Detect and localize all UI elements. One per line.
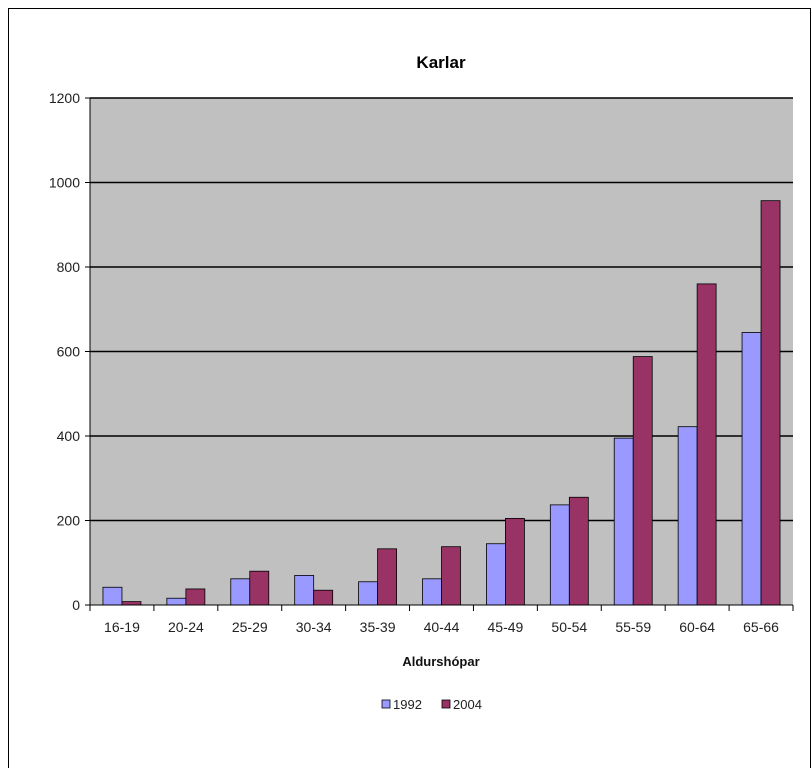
x-tick-label: 25-29	[232, 619, 268, 635]
bar-2004-65-66	[760, 200, 781, 606]
bar-1992-20-24	[166, 597, 187, 606]
legend-swatch-2004	[441, 699, 451, 709]
x-tick-label: 60-64	[679, 619, 715, 635]
x-tick-label: 30-34	[296, 619, 332, 635]
x-axis-label: Aldurshópar	[402, 654, 479, 669]
x-tick-label: 45-49	[488, 619, 524, 635]
bar-2004-60-64	[696, 283, 717, 606]
axes	[85, 97, 794, 611]
x-tick-label: 20-24	[168, 619, 204, 635]
y-tick-label: 0	[72, 597, 80, 613]
bar-2004-25-29	[249, 570, 270, 606]
x-tick-label: 55-59	[615, 619, 651, 635]
chart-title: Karlar	[416, 53, 466, 72]
bar-1992-65-66	[741, 332, 762, 606]
legend-swatch-1992	[381, 699, 391, 709]
x-tick-label: 40-44	[424, 619, 460, 635]
y-tick-label: 600	[57, 344, 81, 360]
bar-1992-40-44	[422, 578, 442, 606]
bar-2004-40-44	[441, 546, 461, 606]
legend-label-2004: 2004	[453, 697, 482, 712]
bar-2004-35-39	[377, 548, 397, 606]
bar-1992-55-59	[613, 437, 634, 606]
y-tick-labels: 0 200 400 600 800 1000 1200	[49, 90, 80, 613]
legend: 1992 2004	[381, 697, 482, 712]
x-tick-label: 35-39	[360, 619, 396, 635]
bar-2004-30-34	[313, 589, 334, 606]
x-tick-label: 16-19	[104, 619, 140, 635]
legend-label-1992: 1992	[393, 697, 422, 712]
bars	[102, 200, 781, 606]
y-tick-label: 200	[57, 513, 81, 529]
bar-1992-60-64	[677, 426, 698, 606]
chart-frame	[8, 8, 811, 768]
y-tick-label: 400	[57, 428, 81, 444]
bar-2004-50-54	[568, 496, 589, 606]
x-tick-label: 50-54	[551, 619, 587, 635]
y-tick-label: 1000	[49, 175, 80, 191]
bar-1992-50-54	[549, 504, 570, 606]
x-tick-labels: 16-19 20-24 25-29 30-34 35-39 40-44 45-49 50-54…	[104, 619, 779, 635]
bar-1992-30-34	[294, 575, 315, 606]
gridlines	[90, 97, 793, 522]
bar-2004-16-19	[121, 601, 142, 606]
bar-2004-20-24	[185, 588, 206, 606]
bar-1992-16-19	[102, 586, 123, 606]
bar-1992-35-39	[358, 581, 378, 606]
bar-2004-45-49	[505, 517, 525, 606]
bar-1992-25-29	[230, 578, 251, 606]
y-tick-label: 800	[57, 259, 81, 275]
bar-2004-55-59	[632, 356, 653, 606]
bar-1992-45-49	[486, 543, 506, 606]
x-tick-label: 65-66	[743, 619, 779, 635]
y-tick-label: 1200	[49, 90, 80, 106]
